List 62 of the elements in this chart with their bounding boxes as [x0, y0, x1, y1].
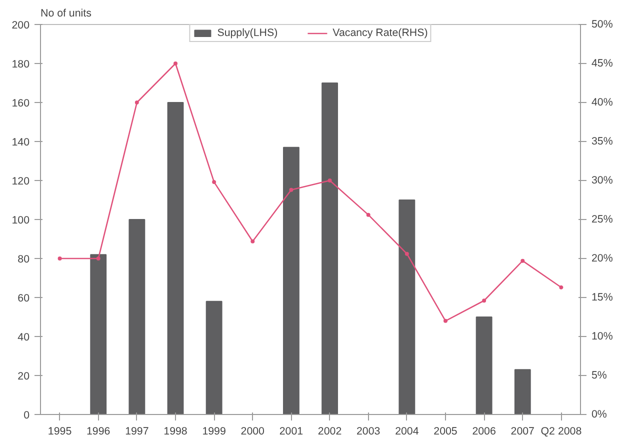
y-tick-label: 40: [18, 332, 30, 344]
bar: [128, 219, 146, 414]
x-tick-label: 2003: [356, 426, 380, 438]
point: [366, 212, 370, 217]
y-tick-label: 160: [12, 98, 30, 110]
y2-tick-label: 10%: [592, 330, 614, 342]
y-tick-label: 200: [12, 20, 30, 32]
point: [212, 180, 216, 184]
x-tick-label: 2000: [240, 426, 265, 438]
x-tick-label: 1999: [202, 426, 226, 438]
point: [174, 62, 178, 66]
y-tick-label: 120: [12, 176, 30, 188]
point: [482, 298, 486, 303]
point: [559, 285, 564, 290]
y-tick-label: 100: [12, 214, 30, 226]
x-tick-label: 1997: [125, 426, 149, 438]
point: [96, 256, 100, 260]
y-tick-label: 80: [18, 254, 30, 266]
y2-tick-label: 5%: [592, 370, 608, 382]
y2-tick-label: 45%: [592, 58, 614, 70]
legend-label: Vacancy Rate(RHS): [332, 27, 428, 39]
y-tick-label: 0: [24, 410, 30, 422]
bar: [283, 146, 300, 414]
point: [328, 178, 332, 182]
y2-tick-label: 25%: [592, 214, 614, 226]
bar: [476, 316, 492, 414]
y2-tick-label: 20%: [592, 252, 614, 264]
x-tick-label: 2004: [395, 426, 419, 438]
point: [444, 318, 448, 323]
y2-tick-label: 15%: [592, 292, 614, 304]
y-tick-label: 20: [18, 370, 30, 382]
bar: [206, 300, 222, 414]
y-tick-label: 140: [12, 136, 30, 148]
y-tick-label: 180: [12, 58, 30, 70]
y2-tick-label: 0%: [592, 408, 608, 420]
y-axis-title: No of units: [40, 8, 92, 20]
point: [250, 239, 255, 244]
bar: [90, 254, 107, 414]
x-tick-label: 1996: [86, 426, 110, 438]
point: [289, 188, 294, 192]
x-tick-label: Q2 2008: [540, 426, 582, 438]
y2-tick-label: 30%: [592, 174, 614, 186]
x-tick-label: 2006: [472, 426, 496, 438]
x-tick-label: 1998: [164, 426, 188, 438]
legend-label: Supply(LHS): [217, 27, 278, 39]
x-tick-label: 2007: [510, 426, 535, 438]
y2-tick-label: 40%: [592, 96, 614, 108]
y2-tick-label: 35%: [592, 136, 614, 148]
bar: [322, 82, 338, 414]
x-tick-label: 2002: [318, 426, 342, 438]
x-tick-label: 1995: [48, 426, 72, 438]
point: [58, 256, 62, 260]
point: [520, 258, 525, 263]
y2-tick-label: 50%: [592, 18, 614, 30]
point: [404, 252, 409, 256]
bar: [398, 200, 416, 414]
x-tick-label: 2005: [434, 426, 458, 438]
bar: [167, 102, 184, 414]
x-tick-label: 2001: [279, 426, 304, 438]
bar: [514, 369, 531, 414]
point: [134, 100, 139, 104]
y-tick-label: 60: [18, 292, 30, 304]
